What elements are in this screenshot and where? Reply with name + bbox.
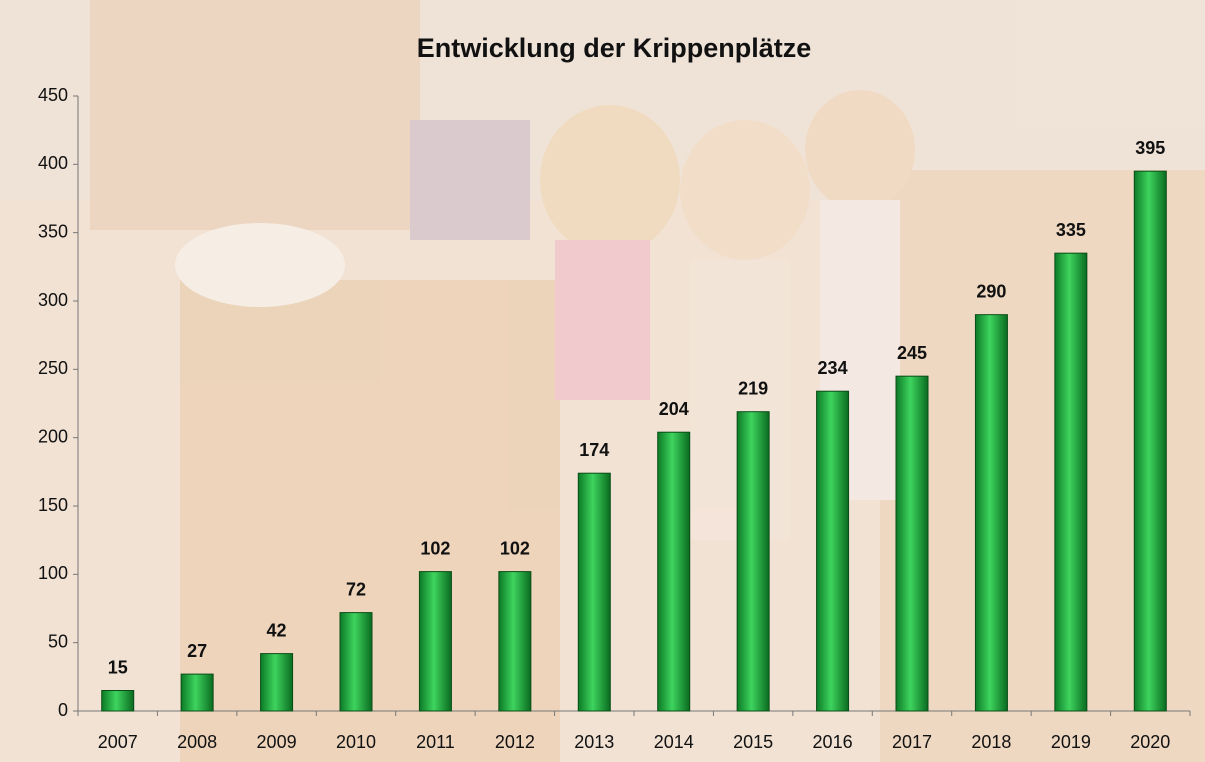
data-label: 102 [420, 538, 450, 558]
x-tick-label: 2020 [1130, 732, 1170, 752]
x-tick-label: 2008 [177, 732, 217, 752]
x-tick-label: 2009 [257, 732, 297, 752]
y-tick-label: 300 [38, 290, 68, 310]
bar [180, 673, 214, 712]
data-label: 102 [500, 538, 530, 558]
bar [1133, 170, 1167, 712]
y-tick-label: 50 [48, 631, 68, 651]
x-tick-label: 2019 [1051, 732, 1091, 752]
x-tick-label: 2015 [733, 732, 773, 752]
data-label: 245 [897, 343, 927, 363]
data-label: 290 [976, 281, 1006, 301]
bar [498, 571, 532, 712]
bar [816, 390, 850, 712]
x-tick-label: 2016 [813, 732, 853, 752]
data-label: 174 [579, 440, 609, 460]
data-label: 335 [1056, 220, 1086, 240]
y-tick-label: 150 [38, 495, 68, 515]
bar [577, 472, 611, 712]
y-tick-label: 200 [38, 426, 68, 446]
y-tick-label: 0 [58, 700, 68, 720]
data-label: 395 [1135, 138, 1165, 158]
x-tick-label: 2018 [971, 732, 1011, 752]
data-label: 204 [659, 399, 689, 419]
data-label: 42 [267, 620, 287, 640]
data-label: 219 [738, 378, 768, 398]
y-tick-label: 400 [38, 153, 68, 173]
data-label: 234 [818, 358, 848, 378]
bar [657, 431, 691, 712]
x-tick-label: 2012 [495, 732, 535, 752]
bar [260, 653, 294, 712]
data-label: 15 [108, 657, 128, 677]
y-tick-label: 350 [38, 221, 68, 241]
x-tick-label: 2010 [336, 732, 376, 752]
bar [974, 314, 1008, 712]
data-label: 27 [187, 641, 207, 661]
bar [418, 571, 452, 712]
x-tick-label: 2013 [574, 732, 614, 752]
bar [736, 411, 770, 712]
x-tick-label: 2017 [892, 732, 932, 752]
bar [1054, 252, 1088, 712]
chart-title: Entwicklung der Krippenplätze [417, 33, 812, 63]
y-tick-label: 450 [38, 85, 68, 105]
x-tick-label: 2011 [416, 732, 455, 752]
data-label: 72 [346, 579, 366, 599]
y-tick-label: 250 [38, 358, 68, 378]
y-tick-label: 100 [38, 563, 68, 583]
x-tick-label: 2014 [654, 732, 694, 752]
bar [895, 375, 929, 712]
bar [101, 690, 135, 712]
x-tick-label: 2007 [98, 732, 138, 752]
bar [339, 612, 373, 712]
